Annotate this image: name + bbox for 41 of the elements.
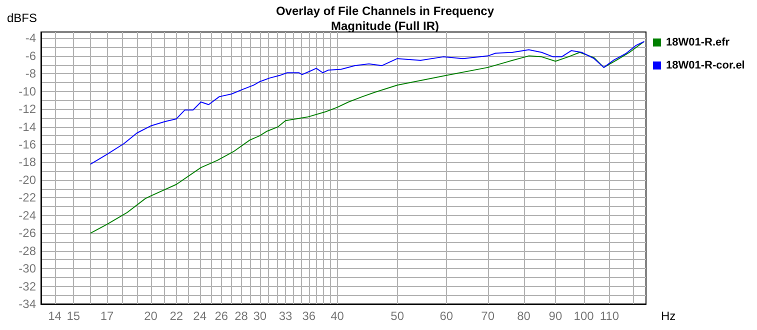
x-tick-label: 100 bbox=[574, 309, 594, 323]
x-tick-label: 28 bbox=[234, 309, 248, 323]
y-tick-label: -16 bbox=[18, 138, 36, 152]
x-tick-label: 30 bbox=[253, 309, 267, 323]
x-tick-label: 70 bbox=[481, 309, 495, 323]
y-tick-label: -30 bbox=[18, 262, 36, 276]
y-tick-label: -32 bbox=[18, 279, 36, 294]
x-tick-label: 33 bbox=[278, 309, 293, 323]
chart-subtitle: Magnitude (Full IR) bbox=[331, 19, 439, 33]
x-tick-label: 40 bbox=[330, 309, 344, 323]
x-tick-label: 36 bbox=[302, 309, 316, 323]
y-tick-label: -28 bbox=[18, 244, 36, 258]
x-tick-label: 15 bbox=[66, 309, 80, 323]
x-tick-label: 20 bbox=[144, 309, 158, 323]
x-tick-label: 50 bbox=[390, 309, 404, 323]
x-tick-label: 22 bbox=[170, 309, 184, 323]
x-tick-label: 24 bbox=[193, 309, 207, 323]
legend-label: 18W01-R-cor.el bbox=[666, 60, 745, 72]
y-tick-label: -14 bbox=[18, 120, 36, 134]
y-tick-label: -18 bbox=[18, 155, 36, 170]
y-tick-label: -4 bbox=[25, 31, 36, 46]
y-tick-label: -24 bbox=[18, 208, 36, 222]
x-tick-label: 110 bbox=[600, 309, 620, 323]
y-tick-label: -6 bbox=[25, 48, 36, 63]
x-axis-title: Hz bbox=[661, 309, 676, 323]
y-tick-label: -22 bbox=[18, 190, 36, 205]
x-tick-label: 90 bbox=[548, 309, 562, 323]
legend-label: 18W01-R.efr bbox=[666, 36, 730, 48]
x-tick-label: 80 bbox=[517, 309, 531, 323]
y-tick-label: -20 bbox=[18, 172, 36, 187]
x-tick-label: 60 bbox=[440, 309, 454, 323]
y-tick-label: -12 bbox=[18, 102, 36, 116]
chart-title: Overlay of File Channels in Frequency bbox=[276, 4, 494, 18]
y-tick-label: -10 bbox=[18, 84, 36, 98]
y-tick-label: -26 bbox=[18, 226, 36, 240]
y-axis-title: dBFS bbox=[6, 11, 37, 25]
y-tick-label: -34 bbox=[18, 297, 36, 311]
y-tick-label: -8 bbox=[25, 66, 36, 81]
x-tick-label: 26 bbox=[214, 309, 228, 323]
x-tick-label: 14 bbox=[48, 309, 62, 323]
x-tick-label: 17 bbox=[100, 309, 114, 323]
